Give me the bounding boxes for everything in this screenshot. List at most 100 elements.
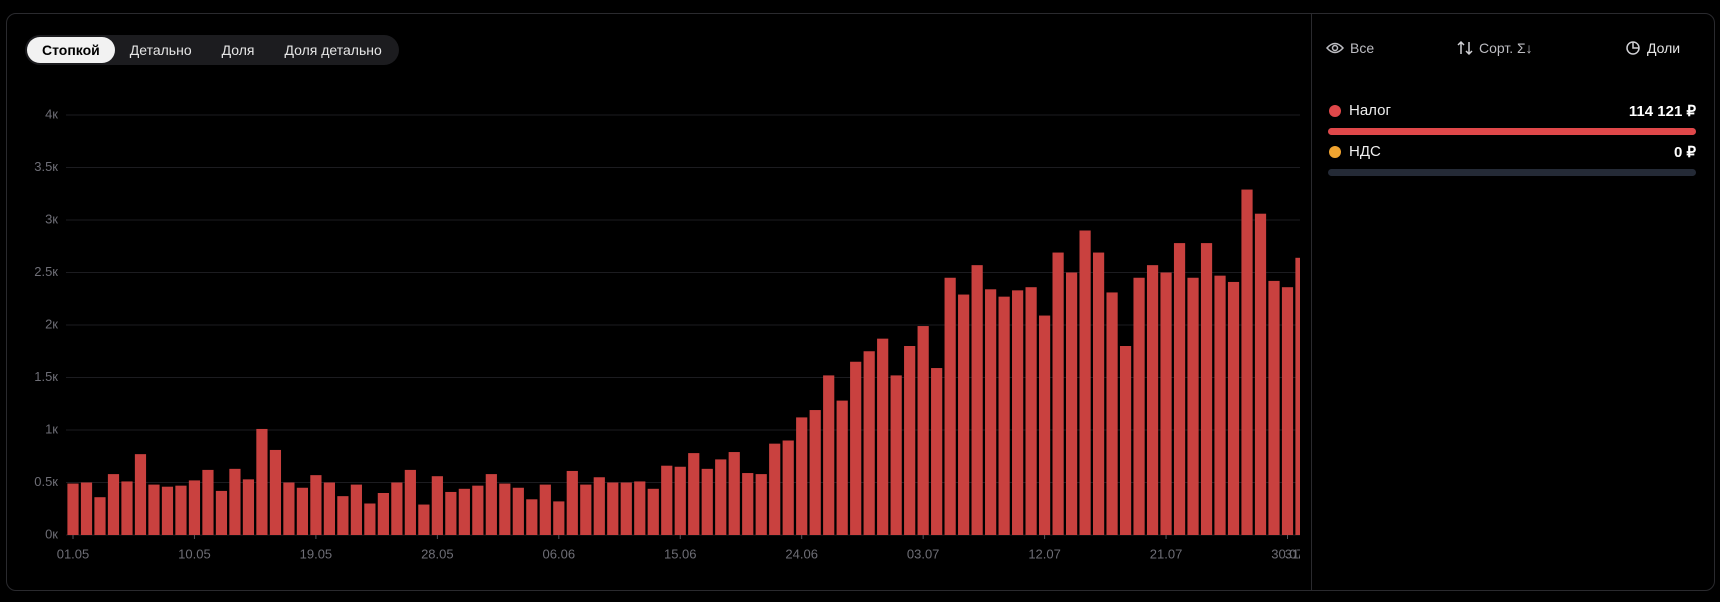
bar — [539, 484, 551, 535]
bar — [472, 485, 484, 535]
tab[interactable]: Доля — [207, 37, 270, 63]
bar — [634, 481, 646, 535]
bar — [458, 488, 470, 535]
bar — [1187, 277, 1199, 535]
control-label: Сорт. Σ↓ — [1479, 40, 1533, 56]
bar — [431, 476, 443, 535]
bar — [728, 452, 740, 535]
bar — [715, 459, 727, 535]
bar — [215, 490, 228, 535]
y-tick-label: 2.5к — [34, 264, 58, 279]
bar — [283, 482, 295, 535]
x-tick-label: 24.06 — [785, 546, 818, 561]
bar — [404, 469, 416, 535]
legend-name: НДС — [1349, 143, 1381, 160]
x-tick-label: 01.05 — [57, 546, 90, 561]
bar — [796, 417, 808, 535]
tab[interactable]: Стопкой — [27, 37, 115, 63]
bar — [647, 488, 659, 535]
bar — [1092, 252, 1105, 536]
bar — [1133, 277, 1145, 535]
bar — [944, 277, 956, 535]
bar — [80, 482, 93, 535]
y-tick-label: 3.5к — [34, 159, 58, 174]
bar — [742, 473, 754, 535]
legend-total: 0 ₽ — [1673, 144, 1696, 161]
bar — [1227, 281, 1240, 535]
bar — [107, 474, 120, 535]
bar — [350, 484, 362, 535]
bar — [904, 346, 916, 535]
bar — [323, 482, 335, 535]
legend-dot — [1329, 105, 1341, 117]
bar — [620, 482, 632, 535]
pie-icon — [1626, 41, 1640, 55]
bar — [134, 454, 147, 535]
tab[interactable]: Доля детально — [269, 37, 396, 63]
bar — [391, 482, 403, 535]
bar — [661, 465, 673, 535]
y-tick-label: 1.5к — [34, 369, 58, 384]
bar — [1119, 346, 1132, 535]
bar — [310, 475, 322, 535]
bar — [1079, 230, 1091, 535]
bar — [526, 499, 538, 535]
bar — [1281, 287, 1294, 535]
bar — [296, 487, 309, 535]
x-tick-label: 19.05 — [300, 546, 333, 561]
bar — [1106, 292, 1118, 535]
bar — [1012, 290, 1024, 535]
bar — [148, 484, 160, 535]
bar — [242, 479, 255, 535]
tab[interactable]: Детально — [115, 37, 207, 63]
bar — [701, 468, 713, 535]
bar — [1268, 280, 1280, 535]
legend-total: 114 121 ₽ — [1628, 103, 1696, 120]
bar — [917, 326, 929, 535]
bar — [1160, 272, 1172, 535]
sort[interactable]: Сорт. Σ↓ — [1457, 40, 1533, 56]
bar — [823, 375, 835, 535]
x-tick-label: 10.05 — [178, 546, 211, 561]
bar — [890, 375, 902, 535]
bar — [836, 400, 848, 535]
bar — [485, 474, 497, 535]
panel: Стопкой Детально Доля Доля детально — [6, 13, 1715, 591]
bar — [998, 296, 1010, 535]
x-tick-label: 06.06 — [543, 546, 576, 561]
x-tick-label: 03.07 — [907, 546, 940, 561]
x-tick-label: 21.07 — [1150, 546, 1183, 561]
bar — [971, 265, 983, 535]
x-tick-label: 12.07 — [1028, 546, 1061, 561]
legend-track — [1328, 169, 1696, 176]
bar — [809, 410, 821, 535]
bar — [863, 351, 875, 535]
bar — [1214, 275, 1226, 535]
bar — [94, 497, 106, 535]
bar — [985, 289, 997, 535]
bar — [1295, 257, 1300, 535]
bar — [445, 491, 457, 535]
bar — [229, 468, 241, 535]
bar — [364, 503, 376, 535]
legend-share-bar — [1328, 128, 1696, 135]
y-tick-label: 3к — [45, 211, 58, 226]
bar — [377, 493, 389, 535]
bar — [674, 466, 686, 535]
bar — [175, 485, 187, 535]
bar — [580, 484, 592, 535]
legend-dot — [1329, 146, 1341, 158]
bar — [121, 481, 133, 535]
bar — [553, 501, 565, 535]
bar — [337, 496, 349, 535]
x-tick-label: 15.06 — [664, 546, 697, 561]
bar — [782, 440, 794, 535]
y-tick-label: 0.5к — [34, 474, 58, 489]
bar — [188, 480, 201, 535]
shares[interactable]: Доли — [1625, 40, 1680, 56]
bar — [161, 486, 174, 535]
bar — [769, 443, 781, 535]
bar — [512, 487, 524, 535]
show-all[interactable]: Все — [1326, 40, 1374, 56]
